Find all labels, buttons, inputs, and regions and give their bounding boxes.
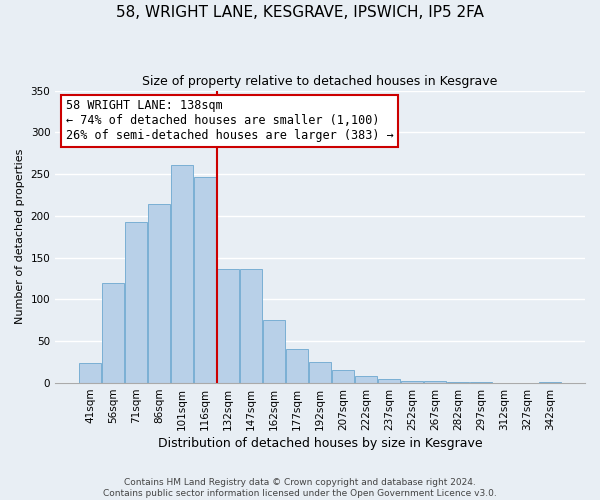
Bar bbox=[401, 382, 423, 383]
Bar bbox=[539, 382, 561, 383]
X-axis label: Distribution of detached houses by size in Kesgrave: Distribution of detached houses by size … bbox=[158, 437, 482, 450]
Bar bbox=[240, 270, 262, 383]
Bar bbox=[355, 376, 377, 383]
Bar bbox=[286, 349, 308, 383]
Bar bbox=[309, 362, 331, 383]
Bar bbox=[148, 204, 170, 383]
Text: Contains HM Land Registry data © Crown copyright and database right 2024.
Contai: Contains HM Land Registry data © Crown c… bbox=[103, 478, 497, 498]
Text: 58 WRIGHT LANE: 138sqm
← 74% of detached houses are smaller (1,100)
26% of semi-: 58 WRIGHT LANE: 138sqm ← 74% of detached… bbox=[66, 100, 394, 142]
Bar bbox=[263, 320, 285, 383]
Bar bbox=[217, 268, 239, 383]
Y-axis label: Number of detached properties: Number of detached properties bbox=[15, 149, 25, 324]
Bar bbox=[102, 283, 124, 383]
Bar bbox=[424, 382, 446, 383]
Bar bbox=[378, 379, 400, 383]
Bar bbox=[79, 363, 101, 383]
Bar bbox=[447, 382, 469, 383]
Title: Size of property relative to detached houses in Kesgrave: Size of property relative to detached ho… bbox=[142, 75, 498, 88]
Bar bbox=[470, 382, 492, 383]
Bar bbox=[171, 165, 193, 383]
Bar bbox=[332, 370, 354, 383]
Bar bbox=[194, 176, 216, 383]
Bar bbox=[125, 222, 147, 383]
Text: 58, WRIGHT LANE, KESGRAVE, IPSWICH, IP5 2FA: 58, WRIGHT LANE, KESGRAVE, IPSWICH, IP5 … bbox=[116, 5, 484, 20]
